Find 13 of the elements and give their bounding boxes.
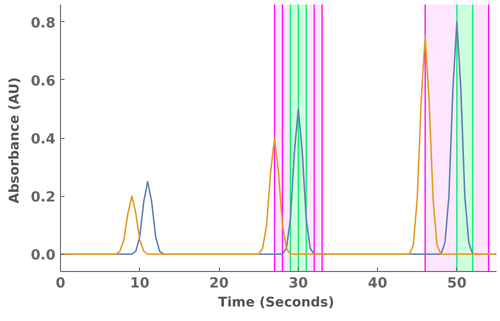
x-tick-label: 10 (130, 276, 150, 292)
y-tick-label: 0.0 (30, 248, 56, 264)
y-tick-label: 0.6 (30, 73, 56, 90)
x-tick-label: 50 (447, 276, 467, 292)
x-axis-title: Time (Seconds) (218, 296, 334, 310)
x-tick-label: 0 (56, 276, 66, 292)
x-tick-label: 30 (288, 276, 308, 292)
y-tick-label: 0.8 (30, 15, 56, 32)
x-tick-label: 20 (209, 276, 230, 292)
y-tick-label: 0.2 (30, 190, 56, 206)
x-tick-label: 40 (368, 276, 388, 292)
y-tick-label: 0.4 (30, 132, 56, 148)
y-axis-title: Absorbance (AU) (8, 77, 23, 204)
